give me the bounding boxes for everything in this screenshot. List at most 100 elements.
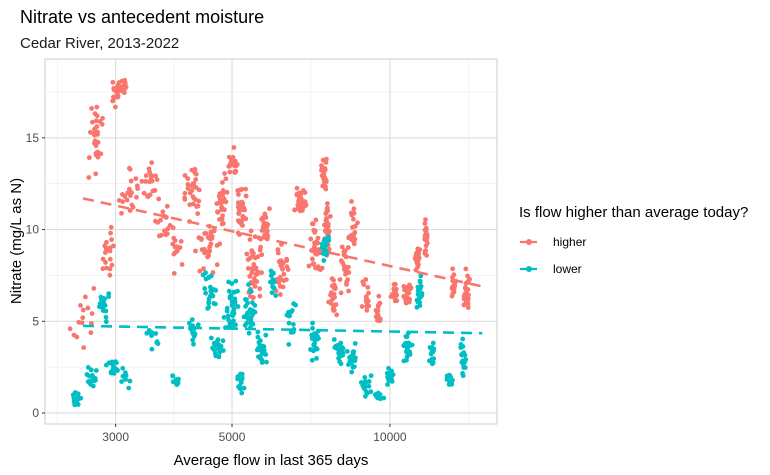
data-point-lower <box>258 338 263 343</box>
data-point-higher <box>143 173 149 179</box>
data-point-higher <box>100 266 106 272</box>
data-point-lower <box>331 337 337 342</box>
data-point-lower <box>268 273 274 279</box>
data-point-higher <box>83 294 88 300</box>
data-point-higher <box>153 173 159 179</box>
data-point-higher <box>187 202 193 208</box>
data-point-higher <box>263 215 269 220</box>
data-point-lower <box>431 356 437 361</box>
data-point-higher <box>364 307 370 313</box>
data-point-higher <box>236 219 242 225</box>
data-point-higher <box>209 233 215 239</box>
data-point-lower <box>103 314 109 320</box>
data-point-higher <box>134 194 139 200</box>
data-point-higher <box>179 262 185 267</box>
data-point-higher <box>347 234 352 240</box>
data-point-lower <box>308 347 313 352</box>
data-point-lower <box>227 295 233 301</box>
data-point-lower <box>97 304 102 310</box>
data-point-higher <box>377 318 383 323</box>
data-point-higher <box>159 232 164 238</box>
data-point-higher <box>259 252 265 258</box>
data-point-higher <box>203 230 209 236</box>
data-point-higher <box>463 266 469 272</box>
data-point-higher <box>156 196 162 202</box>
data-point-higher <box>113 104 118 110</box>
data-point-higher <box>98 151 104 157</box>
data-point-higher <box>301 188 306 193</box>
data-point-higher <box>100 115 105 121</box>
data-point-higher <box>90 119 95 125</box>
data-point-higher <box>154 177 160 183</box>
data-point-higher <box>258 244 263 250</box>
data-point-higher <box>326 246 332 252</box>
data-point-higher <box>207 244 212 250</box>
legend-item-higher: higher <box>519 229 748 254</box>
data-point-lower <box>326 234 331 240</box>
data-point-lower <box>220 338 226 344</box>
data-point-lower <box>338 340 344 346</box>
data-point-higher <box>92 126 97 132</box>
data-point-higher <box>310 256 315 262</box>
data-point-lower <box>430 340 436 346</box>
data-point-higher <box>221 196 227 202</box>
data-point-lower <box>120 365 126 371</box>
data-point-higher <box>250 281 256 286</box>
data-point-lower <box>447 374 453 380</box>
data-point-higher <box>329 301 334 307</box>
data-point-higher <box>251 276 257 282</box>
data-point-higher <box>351 216 356 222</box>
data-point-higher <box>345 277 351 283</box>
chart-subtitle: Cedar River, 2013-2022 <box>20 35 180 52</box>
data-point-higher <box>189 183 195 189</box>
data-point-higher <box>133 176 139 182</box>
chart-title: Nitrate vs antecedent moisture <box>20 7 265 27</box>
data-point-lower <box>126 385 132 391</box>
data-point-lower <box>229 303 235 308</box>
data-point-higher <box>366 290 371 296</box>
data-point-higher <box>415 261 420 266</box>
data-point-higher <box>89 106 94 111</box>
data-point-higher <box>182 173 188 178</box>
data-point-higher <box>172 250 178 255</box>
data-point-higher <box>128 178 134 184</box>
data-point-higher <box>247 237 253 243</box>
data-point-higher <box>375 303 381 308</box>
data-point-higher <box>240 223 245 228</box>
data-point-higher <box>94 113 100 119</box>
data-point-higher <box>299 196 304 202</box>
data-point-higher <box>262 211 268 217</box>
data-point-higher <box>80 315 86 321</box>
data-point-higher <box>461 302 467 308</box>
data-point-higher <box>86 155 92 161</box>
data-point-higher <box>279 265 285 270</box>
data-point-lower <box>231 318 236 324</box>
data-point-higher <box>232 170 238 176</box>
data-point-lower <box>88 381 93 387</box>
data-point-higher <box>80 307 86 313</box>
data-point-higher <box>294 191 300 197</box>
data-point-higher <box>315 235 321 241</box>
data-point-lower <box>291 301 296 307</box>
data-point-higher <box>252 234 258 240</box>
data-point-higher <box>423 217 428 223</box>
legend-item-lower: lower <box>519 256 748 281</box>
data-point-higher <box>350 224 355 230</box>
data-point-higher <box>81 345 87 350</box>
data-point-higher <box>243 193 249 199</box>
data-point-higher <box>310 221 315 227</box>
y-axis-title: Nitrate (mg/L as N) <box>8 178 25 304</box>
data-point-higher <box>236 192 241 197</box>
data-point-lower <box>259 360 265 365</box>
plot-panel <box>44 58 498 425</box>
data-point-higher <box>104 239 109 245</box>
data-point-lower <box>415 292 421 297</box>
data-point-higher <box>404 290 410 296</box>
data-point-lower <box>259 351 265 357</box>
data-point-lower <box>191 341 196 347</box>
data-point-lower <box>119 379 124 384</box>
data-point-higher <box>451 287 457 293</box>
data-point-lower <box>269 290 275 296</box>
data-point-higher <box>355 220 360 226</box>
data-point-lower <box>321 258 327 263</box>
